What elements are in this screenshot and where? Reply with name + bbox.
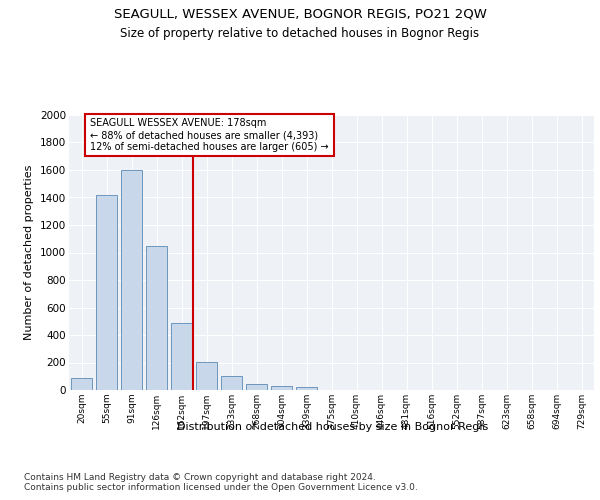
Bar <box>71 378 92 390</box>
Bar <box>121 170 142 390</box>
Text: Contains HM Land Registry data © Crown copyright and database right 2024.
Contai: Contains HM Land Registry data © Crown c… <box>24 472 418 492</box>
Bar <box>196 362 217 390</box>
Bar <box>246 384 267 390</box>
Bar <box>171 322 192 390</box>
Text: SEAGULL, WESSEX AVENUE, BOGNOR REGIS, PO21 2QW: SEAGULL, WESSEX AVENUE, BOGNOR REGIS, PO… <box>113 8 487 20</box>
Text: Size of property relative to detached houses in Bognor Regis: Size of property relative to detached ho… <box>121 28 479 40</box>
Bar <box>146 246 167 390</box>
Bar <box>221 376 242 390</box>
Bar <box>296 387 317 390</box>
Bar <box>271 386 292 390</box>
Text: Distribution of detached houses by size in Bognor Regis: Distribution of detached houses by size … <box>178 422 488 432</box>
Y-axis label: Number of detached properties: Number of detached properties <box>25 165 34 340</box>
Text: SEAGULL WESSEX AVENUE: 178sqm
← 88% of detached houses are smaller (4,393)
12% o: SEAGULL WESSEX AVENUE: 178sqm ← 88% of d… <box>90 118 329 152</box>
Bar <box>96 194 117 390</box>
